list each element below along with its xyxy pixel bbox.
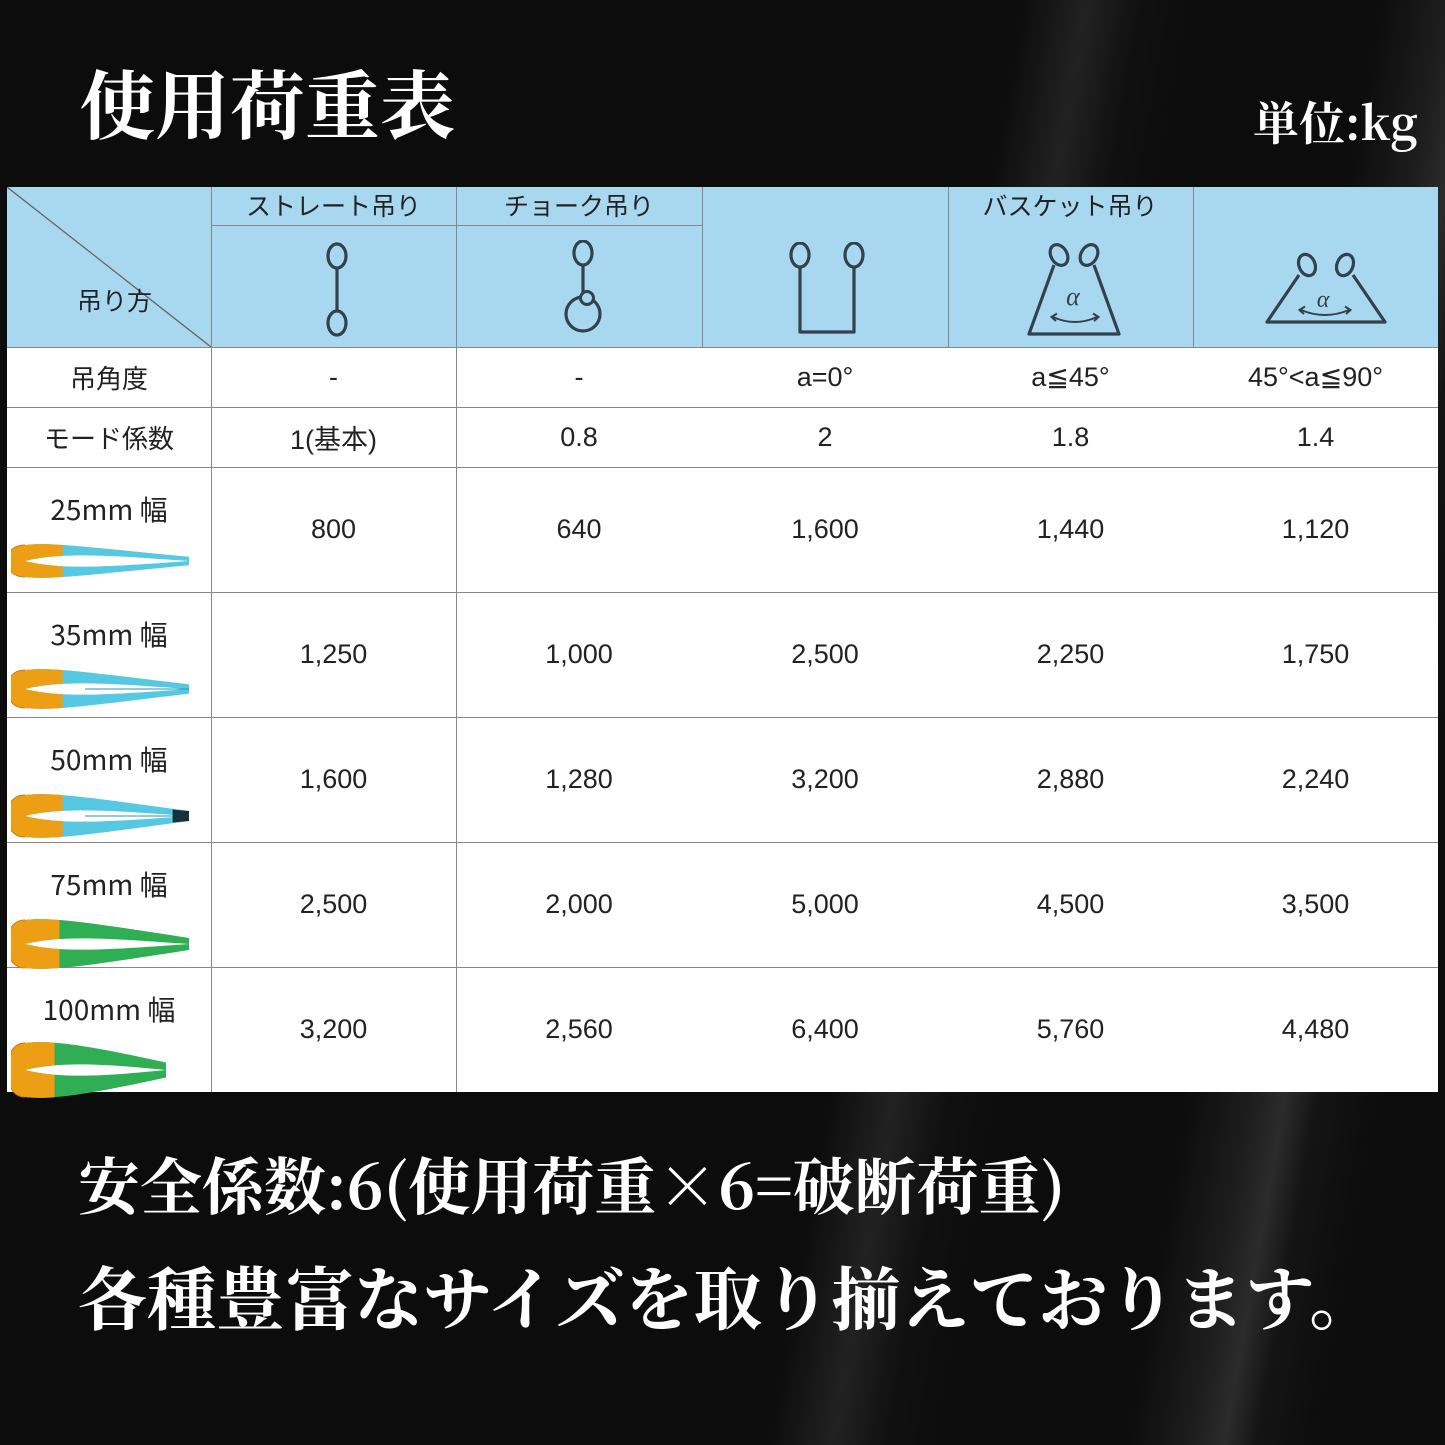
svg-text:α: α [1317,287,1330,313]
svg-text:α: α [1066,282,1081,311]
